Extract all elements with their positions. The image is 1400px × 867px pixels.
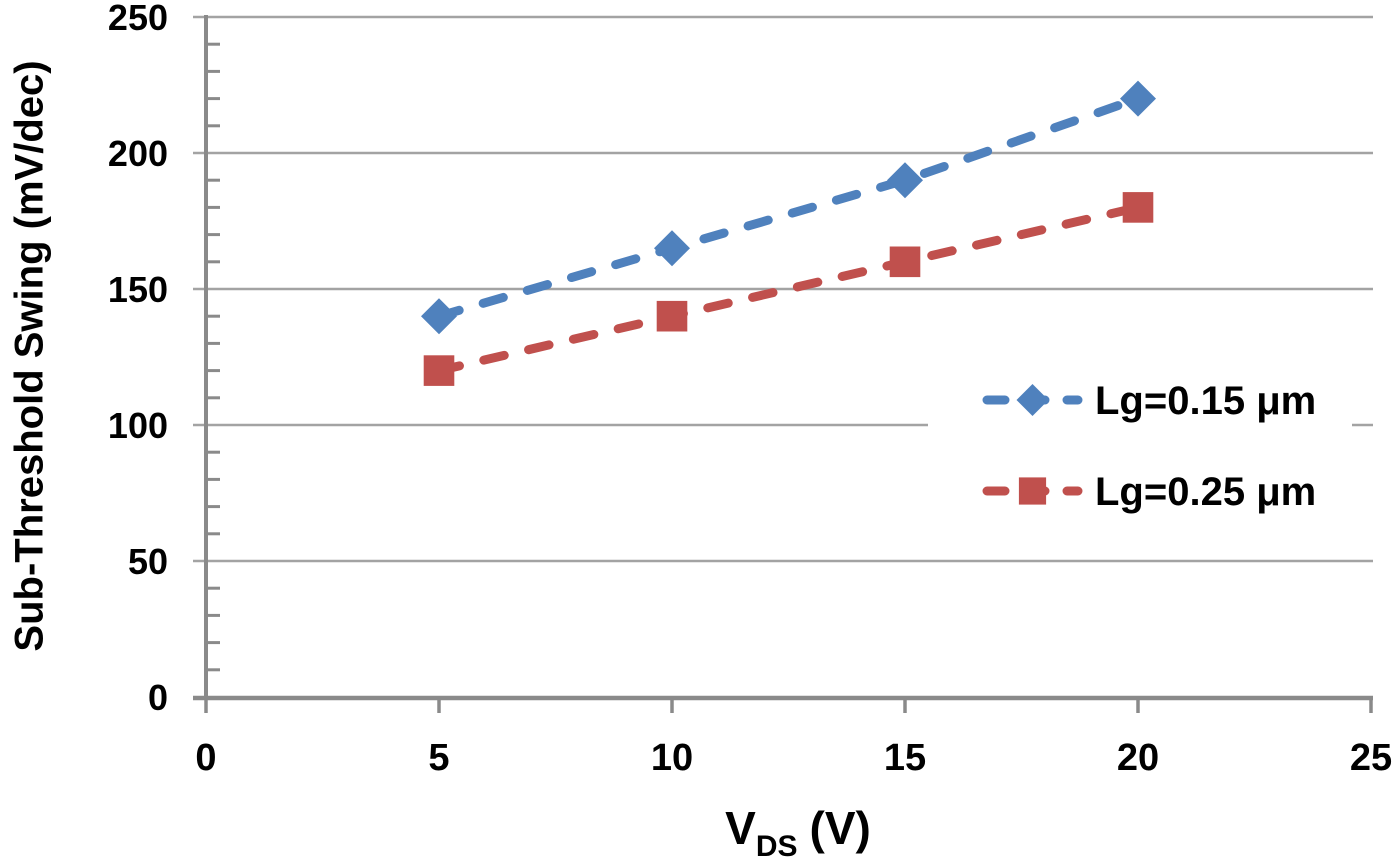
y-tick-label: 250 xyxy=(108,0,168,38)
x-tick-label: 25 xyxy=(1350,737,1392,779)
series-1-diamond-marker xyxy=(654,230,690,267)
legend-background xyxy=(928,360,1352,528)
series-line-2 xyxy=(434,202,1143,376)
legend-square-marker xyxy=(1018,477,1047,505)
legend-label: Lg=0.15 μm xyxy=(1095,379,1316,423)
series-2-square-marker xyxy=(656,300,688,332)
series-1-diamond-marker xyxy=(1120,80,1156,117)
legend-label: Lg=0.25 μm xyxy=(1095,470,1316,514)
x-tick-label: 15 xyxy=(884,737,926,779)
x-axis-title-subscript: DS xyxy=(755,830,798,863)
y-tick-label: 0 xyxy=(148,677,168,718)
series-2-square-marker xyxy=(1122,192,1154,223)
y-tick-label: 100 xyxy=(108,405,168,446)
series-1-diamond-marker xyxy=(887,162,923,199)
legend-diamond-marker xyxy=(1016,384,1049,416)
series-2-square-marker xyxy=(889,246,921,278)
x-axis-title-unit: (V) xyxy=(809,802,871,854)
x-tick-label: 10 xyxy=(651,737,693,779)
series-2-square-marker xyxy=(423,355,455,386)
x-tick-label: 20 xyxy=(1117,737,1159,779)
y-tick-label: 50 xyxy=(128,541,168,582)
y-axis-title: Sub-Threshold Swing (mV/dec) xyxy=(7,60,52,652)
x-axis-title: VDS (V) xyxy=(725,801,871,863)
x-tick-label: 5 xyxy=(428,737,449,779)
y-tick-label: 200 xyxy=(108,133,168,174)
series-1-diamond-marker xyxy=(421,298,457,335)
x-axis-title-main: V xyxy=(725,802,756,854)
x-tick-label: 0 xyxy=(195,737,216,779)
y-tick-label: 150 xyxy=(108,269,168,310)
series-line-1 xyxy=(434,94,1143,321)
